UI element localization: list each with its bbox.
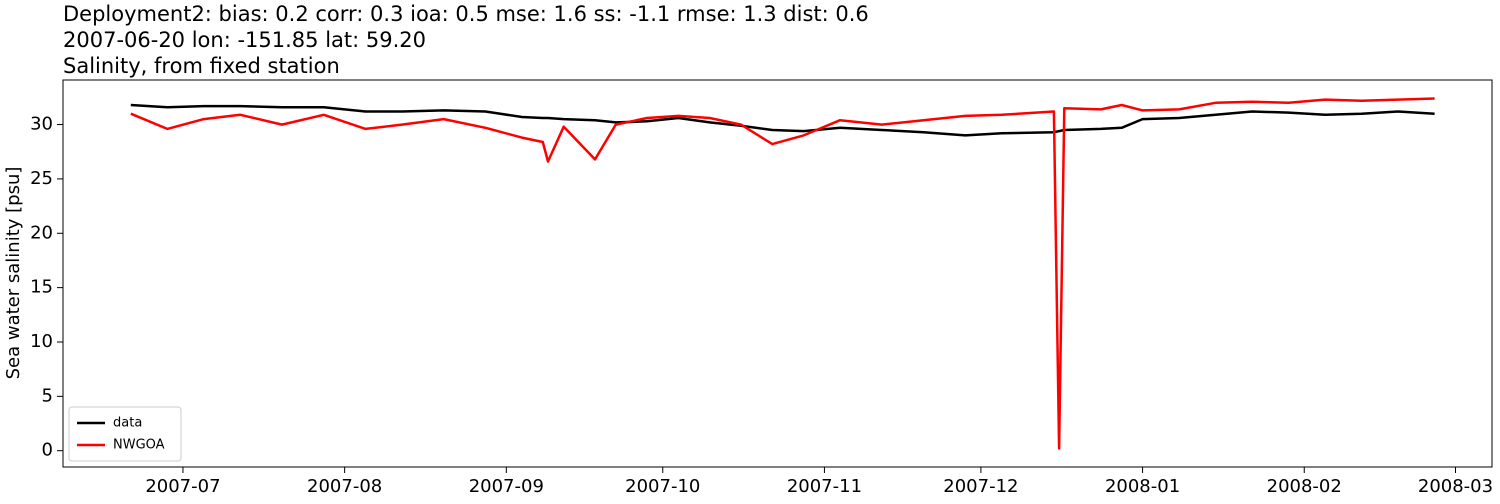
- legend-label: NWGOA: [113, 438, 165, 453]
- x-tick-label: 2007-11: [787, 476, 862, 497]
- chart-title: 2007-06-20 lon: -151.85 lat: 59.20: [63, 28, 426, 52]
- chart-title: Deployment2: bias: 0.2 corr: 0.3 ioa: 0.…: [63, 2, 869, 26]
- x-tick-label: 2007-08: [307, 476, 382, 497]
- y-tick-label: 0: [42, 440, 53, 461]
- plot-frame: [62, 79, 1493, 468]
- series-line: [130, 103, 1435, 137]
- y-tick-label: 25: [30, 168, 53, 189]
- x-tick-label: 2007-09: [469, 476, 544, 497]
- series-line: [130, 97, 1435, 450]
- x-tick-label: 2008-01: [1105, 476, 1180, 497]
- y-tick-label: 20: [30, 222, 53, 243]
- legend-label: data: [113, 416, 142, 431]
- legend-box: [68, 406, 182, 462]
- x-tick-label: 2007-12: [943, 476, 1018, 497]
- y-tick-label: 5: [42, 385, 53, 406]
- x-tick-label: 2007-10: [625, 476, 700, 497]
- x-tick-label: 2008-03: [1418, 476, 1493, 497]
- x-tick-label: 2007-07: [145, 476, 220, 497]
- y-tick-label: 15: [30, 277, 53, 298]
- chart-title: Salinity, from fixed station: [63, 54, 340, 78]
- y-axis-label: Sea water salinity [psu]: [3, 167, 24, 380]
- legend: data NWGOA: [68, 406, 182, 462]
- y-tick-label: 30: [30, 114, 53, 135]
- y-tick-label: 10: [30, 331, 53, 352]
- x-tick-label: 2008-02: [1267, 476, 1342, 497]
